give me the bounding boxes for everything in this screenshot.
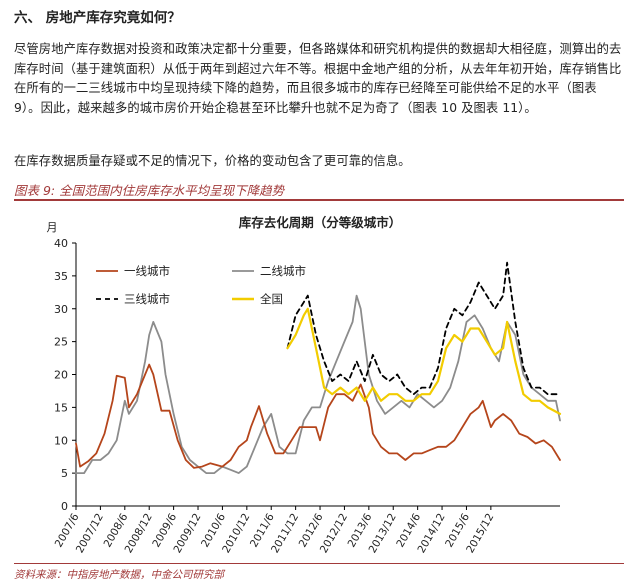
- inventory-cycle-line-chart: 库存去化周期（分等级城市） 月 05101520253035402007/620…: [47, 215, 562, 555]
- axes-group: 05101520253035402007/62007/122008/62008/…: [53, 237, 560, 555]
- legend-label-tier2: 二线城市: [260, 264, 306, 278]
- section-title: 六、 房地产库存究竟如何？: [14, 10, 181, 26]
- series-line-tier3: [286, 261, 561, 396]
- body-paragraph-1: 尽管房地产库存数据对投资和政策决定都十分重要，但各路媒体和研究机构提供的数据却大…: [14, 42, 622, 115]
- y-tick-label: 40: [54, 237, 68, 250]
- body-paragraph-2: 在库存数据质量存疑或不足的情况下，价格的变动包含了更可靠的信息。: [14, 154, 411, 168]
- y-tick-label: 0: [61, 500, 68, 513]
- figure-source: 资料来源：中指房地产数据，中金公司研究部: [14, 569, 224, 581]
- series-line-tier1: [75, 363, 561, 469]
- y-tick-label: 20: [54, 369, 68, 382]
- y-tick-label: 25: [54, 336, 68, 349]
- series-line-tier2: [75, 294, 561, 474]
- source-rule: [14, 563, 624, 564]
- y-tick-label: 15: [54, 401, 68, 414]
- legend-label-tier3: 三线城市: [124, 292, 170, 306]
- y-tick-label: 10: [54, 434, 68, 447]
- legend-label-tier1: 一线城市: [124, 264, 170, 278]
- figure-caption: 图表 9: 全国范围内住房库存水平均呈现下降趋势: [14, 183, 285, 198]
- y-tick-label: 30: [54, 303, 68, 316]
- y-axis-label: 月: [47, 221, 58, 234]
- series-line-national: [286, 307, 562, 415]
- y-tick-label: 35: [54, 270, 68, 283]
- series-group: [75, 261, 562, 474]
- chart-title: 库存去化周期（分等级城市）: [239, 215, 402, 230]
- legend-label-national: 全国: [260, 292, 283, 306]
- y-tick-label: 5: [61, 467, 68, 480]
- figure-caption-rule: [14, 199, 624, 201]
